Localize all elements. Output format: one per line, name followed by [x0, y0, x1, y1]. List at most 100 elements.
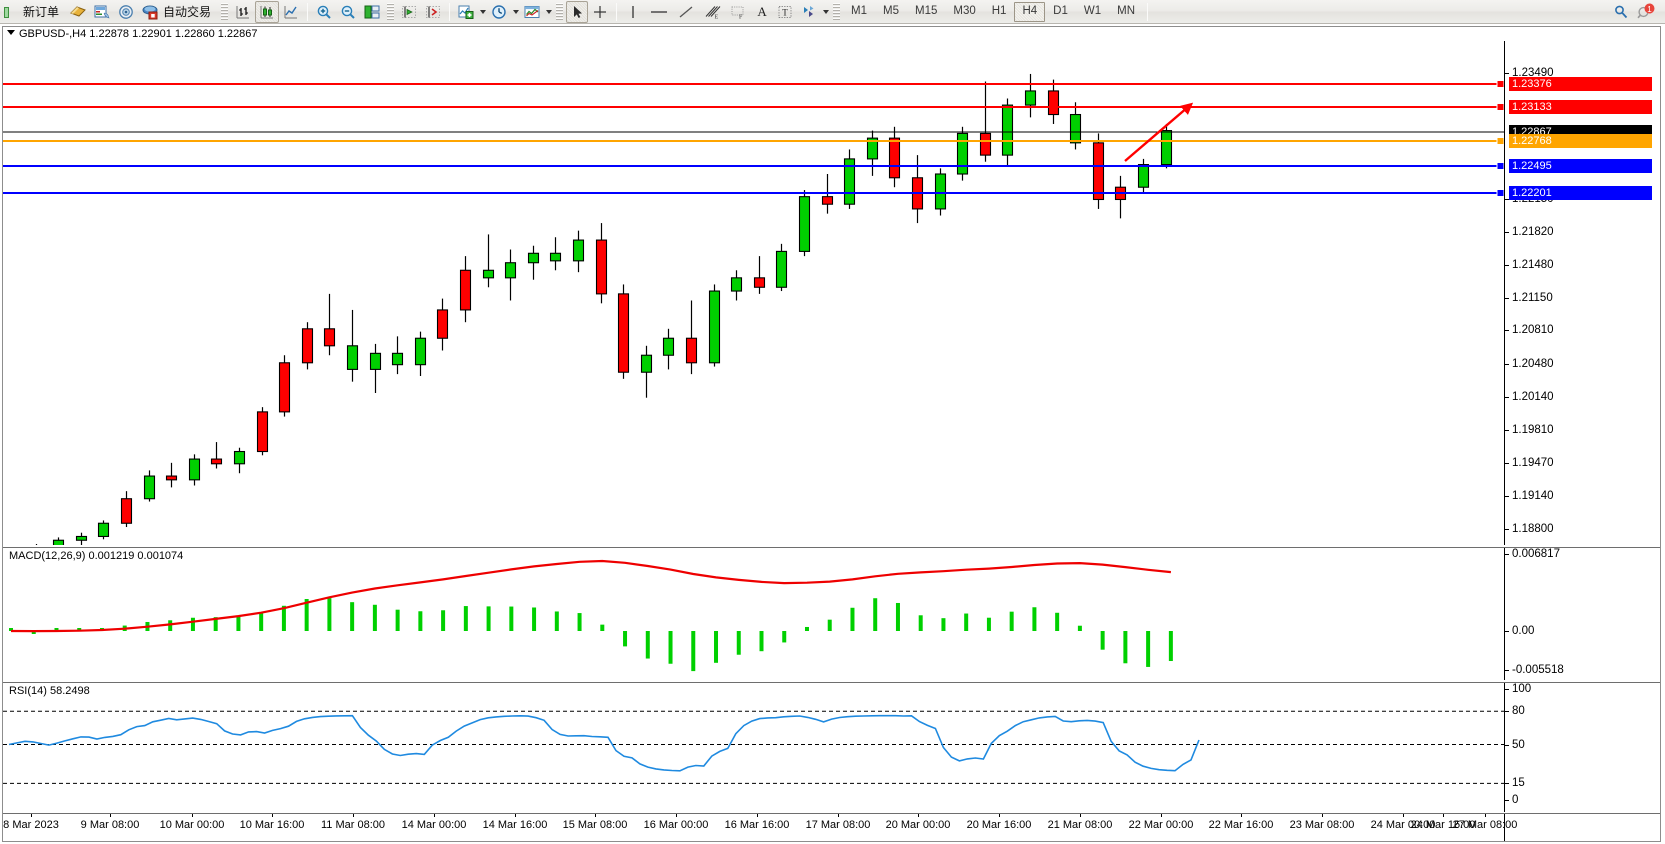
candle-body: [1024, 90, 1037, 106]
toolbar-grip[interactable]: [221, 2, 229, 21]
trendline-icon[interactable]: [673, 1, 699, 23]
line-chart-icon[interactable]: [279, 1, 303, 23]
text-label-icon[interactable]: T: [773, 1, 797, 23]
search-icon[interactable]: [1609, 1, 1633, 23]
text-icon[interactable]: A: [757, 3, 767, 19]
price-level-tag-entry-level[interactable]: 1.22768: [1509, 134, 1658, 148]
shapes-icon[interactable]: [797, 1, 821, 23]
indicators-dropdown-arrow[interactable]: [478, 2, 487, 22]
time-axis-tick: [1241, 814, 1242, 817]
templates-icon[interactable]: [520, 1, 544, 23]
price-level-tag-support-1[interactable]: 1.22495: [1509, 159, 1658, 173]
timeframe-h1[interactable]: H1: [991, 4, 1007, 17]
macd-histogram-bar: [509, 606, 514, 631]
chart-menu-caret-icon[interactable]: [7, 30, 15, 35]
macd-histogram-bar: [736, 631, 741, 655]
price-axis[interactable]: 1.234901.221501.218201.214801.211501.208…: [1504, 41, 1660, 584]
timeframe-w1[interactable]: W1: [1083, 4, 1102, 17]
macd-histogram-bar: [190, 617, 195, 631]
new-order-label: 新订单: [23, 5, 60, 19]
fibonacci-icon[interactable]: E: [699, 1, 725, 23]
price-level-tag-resistance-2[interactable]: 1.23133: [1509, 100, 1658, 114]
timeframe-d1[interactable]: D1: [1053, 4, 1068, 17]
expert-advisor-icon[interactable]: [66, 1, 90, 23]
equidistant-channel-icon[interactable]: F: [725, 1, 751, 23]
candle-body: [165, 475, 178, 481]
macd-histogram-bar: [918, 615, 923, 631]
macd-histogram-bar: [1032, 607, 1037, 631]
macd-histogram-bar: [691, 631, 696, 672]
period-dropdown-arrow[interactable]: [511, 2, 520, 22]
time-axis-tick: [757, 814, 758, 817]
candle-body: [1047, 90, 1060, 116]
rsi-plot-area[interactable]: [3, 683, 1504, 812]
time-axis-label: 14 Mar 00:00: [401, 819, 467, 831]
macd-histogram-bar: [350, 602, 355, 631]
vertical-line-icon[interactable]: [621, 1, 645, 23]
rsi-axis-edge: [1652, 683, 1660, 812]
bullish-arrow[interactable]: [3, 41, 1504, 545]
bar-chart-icon[interactable]: [231, 1, 255, 23]
time-axis-tick: [595, 814, 596, 817]
macd-histogram-bar: [1077, 625, 1082, 631]
toolbar-grip-4[interactable]: [833, 2, 841, 21]
candle-body: [708, 290, 721, 364]
price-plot-area[interactable]: [3, 41, 1504, 545]
autotrade-button[interactable]: 自动交易: [138, 1, 218, 23]
toolbar-separator-4: [1147, 2, 1148, 21]
indicators-icon[interactable]: [454, 1, 478, 23]
timeframe-mn[interactable]: MN: [1117, 4, 1135, 17]
price-level-tag-support-2[interactable]: 1.22201: [1509, 186, 1658, 200]
alert-badge-icon[interactable]: 1: [1633, 1, 1659, 23]
macd-histogram-bar: [1055, 612, 1060, 631]
shift-end-icon[interactable]: [421, 1, 445, 23]
autotrade-label: 自动交易: [163, 5, 212, 19]
zoom-in-icon[interactable]: [312, 1, 336, 23]
shapes-dropdown-arrow[interactable]: [821, 2, 830, 22]
price-tick: [1505, 463, 1509, 464]
cursor-icon[interactable]: [566, 0, 589, 23]
svg-text:F: F: [739, 14, 743, 20]
timeframe-m30[interactable]: M30: [953, 4, 976, 17]
candle-body: [504, 262, 517, 279]
toolbar-separator: [307, 2, 309, 21]
candle-body: [730, 277, 743, 292]
candlestick-chart-icon[interactable]: [255, 0, 280, 23]
timeframe-m1[interactable]: M1: [851, 4, 868, 17]
price-pane: 1.234901.221501.218201.214801.211501.208…: [3, 41, 1660, 584]
price-tick-label: 1.18800: [1512, 523, 1554, 535]
time-axis-tick: [918, 814, 919, 817]
timeframe-h4[interactable]: H4: [1014, 1, 1046, 22]
horizontal-line-icon[interactable]: [645, 1, 673, 23]
candle-body: [979, 132, 992, 156]
toolbar-grip-2[interactable]: [387, 2, 395, 21]
timeframe-m15[interactable]: M15: [915, 4, 938, 17]
time-axis-tick: [676, 814, 677, 817]
time-axis-label: 21 Mar 08:00: [1047, 819, 1113, 831]
candle-body: [775, 250, 788, 288]
time-axis-label: 20 Mar 00:00: [885, 819, 951, 831]
zoom-out-icon[interactable]: [336, 1, 360, 23]
shift-start-icon[interactable]: [397, 1, 421, 23]
templates-dropdown-arrow[interactable]: [544, 2, 553, 22]
time-axis-tick: [192, 814, 193, 817]
tile-windows-icon[interactable]: [360, 1, 384, 23]
macd-plot-area[interactable]: [3, 548, 1504, 680]
candle-body: [617, 293, 630, 373]
price-level-tag-resistance-1[interactable]: 1.23376: [1509, 77, 1658, 91]
navigator-icon[interactable]: [114, 1, 138, 23]
period-icon[interactable]: [487, 1, 511, 23]
time-axis-label: 24 Mar 00:00: [1370, 819, 1436, 831]
rsi-tick: [1505, 800, 1509, 801]
new-order-button[interactable]: 新订单: [0, 1, 66, 23]
toolbar-grip-3[interactable]: [556, 2, 564, 21]
macd-histogram-bar: [941, 618, 946, 631]
time-axis[interactable]: 8 Mar 2023 9 Mar 08:00 10 Mar 00:00 10 Mar …: [3, 813, 1660, 841]
chart-title-bar: GBPUSD-,H4 1.22878 1.22901 1.22860 1.228…: [3, 27, 1660, 42]
timeframe-m5[interactable]: M5: [883, 4, 899, 17]
market-watch-icon[interactable]: [90, 1, 114, 23]
macd-histogram-bar: [668, 631, 673, 664]
crosshair-icon[interactable]: [588, 1, 612, 23]
time-axis-label: 27 Mar 08:00: [1452, 819, 1518, 831]
